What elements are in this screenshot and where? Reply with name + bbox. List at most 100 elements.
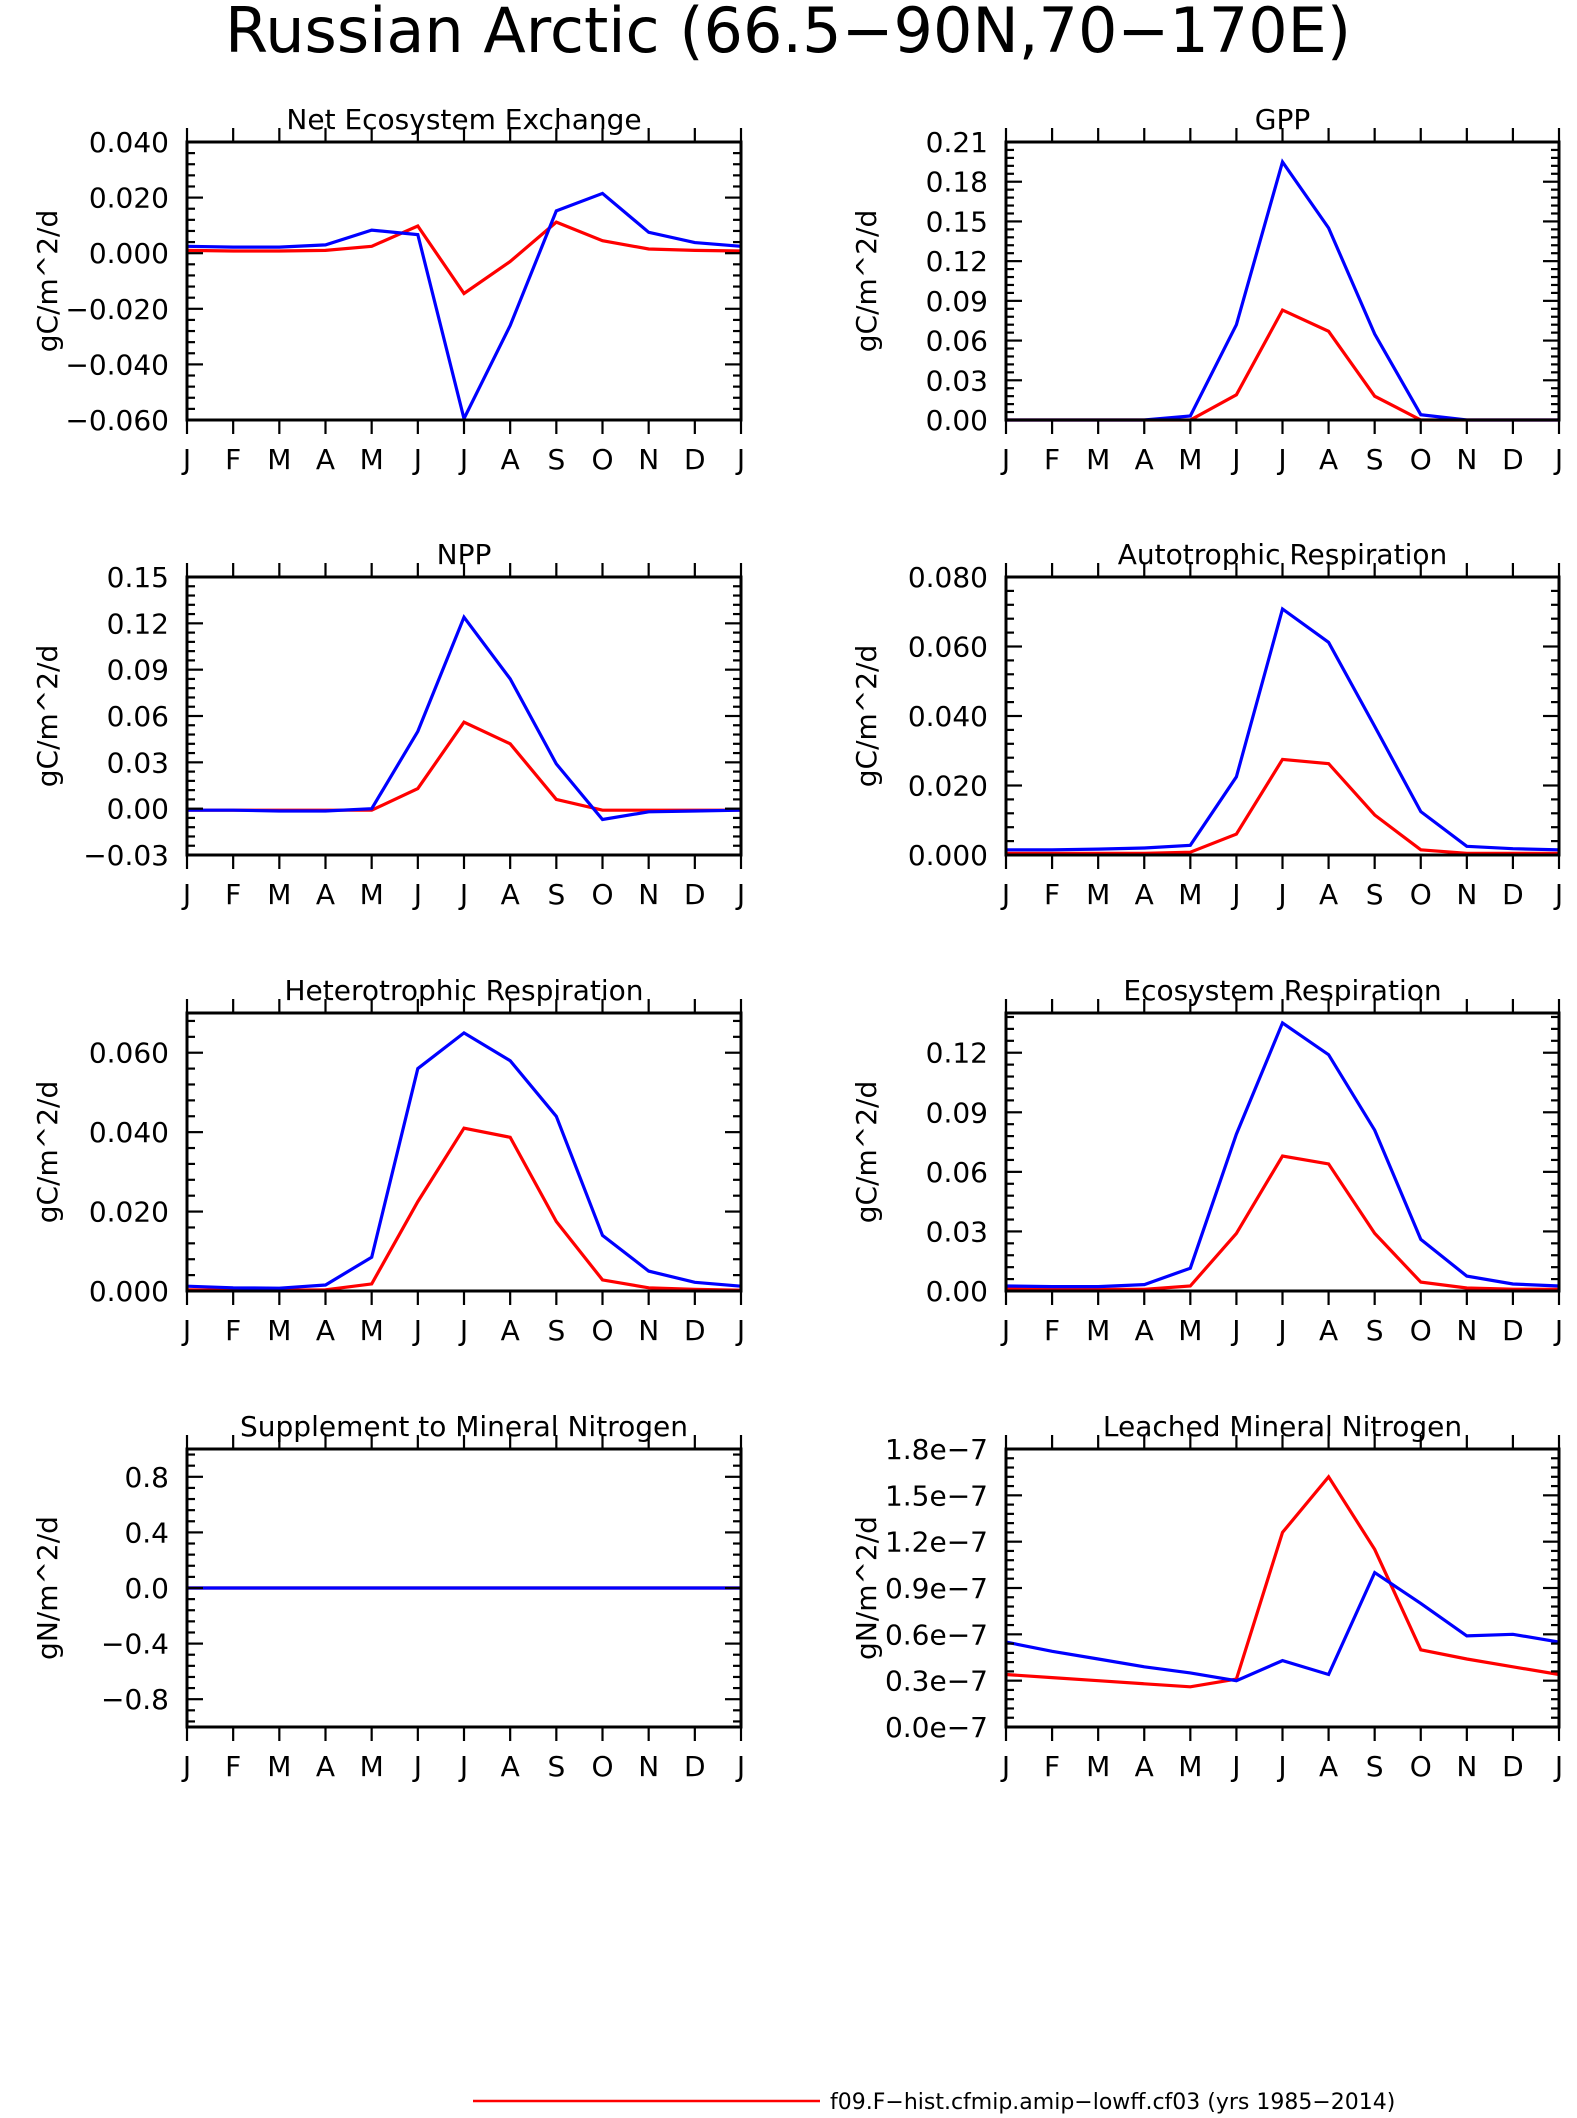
- series-line-blue: [1006, 606, 1560, 852]
- x-tick-label: S: [1366, 1750, 1384, 1783]
- x-tick-label: J: [1000, 878, 1010, 911]
- x-tick-label: J: [412, 1750, 422, 1783]
- x-tick-label: F: [225, 443, 241, 476]
- plot-frame: [185, 140, 743, 422]
- x-tick-label: J: [1000, 1314, 1010, 1347]
- x-tick-label: J: [1230, 443, 1240, 476]
- y-tick-label: 0.3e−7: [885, 1665, 988, 1698]
- x-tick-label: M: [1086, 878, 1110, 911]
- y-axis-label: gC/m^2/d: [31, 1081, 64, 1224]
- x-tick-label: D: [1502, 878, 1524, 911]
- legend-label: f09.F−hist.cfmip.amip−lowff.cf03 (yrs 19…: [830, 2090, 1395, 2115]
- x-tick-label: D: [1502, 1750, 1524, 1783]
- chart-panel: Net Ecosystem ExchangegC/m^2/d−0.060−0.0…: [31, 103, 745, 476]
- series-line-red: [1005, 1154, 1560, 1292]
- plot-frame: [1004, 575, 1561, 857]
- plot-frame: [1004, 140, 1561, 422]
- chart-panel: Autotrophic RespirationgC/m^2/d0.0000.02…: [850, 538, 1563, 911]
- x-tick-label: J: [1553, 1314, 1563, 1347]
- x-tick-label: F: [225, 1314, 241, 1347]
- x-tick-label: O: [1410, 878, 1432, 911]
- x-tick-label: N: [1456, 878, 1477, 911]
- x-tick-label: S: [1366, 443, 1384, 476]
- y-tick-label: 0.9e−7: [885, 1572, 988, 1605]
- x-tick-label: J: [181, 443, 191, 476]
- chart-panel: GPPgC/m^2/d0.000.030.060.090.120.150.180…: [850, 103, 1563, 476]
- x-tick-label: J: [1553, 878, 1563, 911]
- x-tick-label: J: [735, 1750, 745, 1783]
- x-tick-label: A: [501, 878, 520, 911]
- y-axis-label: gN/m^2/d: [31, 1516, 64, 1660]
- y-axis-label: gC/m^2/d: [850, 210, 883, 353]
- y-tick-label: 0.040: [89, 1116, 169, 1149]
- x-tick-label: J: [458, 1750, 468, 1783]
- x-tick-label: D: [684, 1750, 706, 1783]
- x-tick-label: O: [1410, 443, 1432, 476]
- x-tick-label: O: [1410, 1314, 1432, 1347]
- y-tick-label: 0.060: [89, 1037, 169, 1070]
- y-tick-label: 0.15: [926, 205, 988, 238]
- x-tick-label: M: [1086, 1750, 1110, 1783]
- x-tick-label: D: [1502, 443, 1524, 476]
- x-tick-label: J: [1230, 1314, 1240, 1347]
- x-tick-label: S: [1366, 1314, 1384, 1347]
- x-tick-label: A: [1319, 443, 1338, 476]
- x-tick-label: M: [360, 443, 384, 476]
- x-tick-label: D: [684, 878, 706, 911]
- x-tick-label: J: [1553, 443, 1563, 476]
- series-line-blue: [186, 1030, 742, 1290]
- y-tick-label: 0.03: [926, 364, 988, 397]
- x-tick-label: M: [1178, 878, 1202, 911]
- x-tick-label: S: [547, 878, 565, 911]
- y-tick-label: 0.020: [908, 770, 988, 803]
- x-tick-label: S: [547, 1314, 565, 1347]
- y-tick-label: 0.00: [926, 1275, 988, 1308]
- y-tick-label: 0.09: [926, 285, 988, 318]
- x-tick-label: F: [225, 1750, 241, 1783]
- plot-frame: [185, 1011, 743, 1293]
- y-tick-label: 0.21: [926, 126, 988, 159]
- y-tick-label: 0.0: [124, 1572, 169, 1605]
- x-tick-label: J: [181, 878, 191, 911]
- y-tick-label: 0.12: [926, 245, 988, 278]
- x-tick-label: O: [591, 443, 613, 476]
- x-tick-label: N: [638, 443, 659, 476]
- x-tick-label: F: [1044, 1750, 1060, 1783]
- x-tick-label: O: [591, 1750, 613, 1783]
- x-tick-label: J: [1230, 1750, 1240, 1783]
- plot-frame: [1004, 1447, 1561, 1729]
- x-tick-label: A: [316, 1314, 335, 1347]
- x-tick-label: J: [1000, 443, 1010, 476]
- y-axis-label: gC/m^2/d: [850, 645, 883, 788]
- y-tick-label: −0.040: [65, 348, 169, 381]
- x-tick-label: J: [1276, 1314, 1286, 1347]
- x-tick-label: A: [316, 1750, 335, 1783]
- series-line-red: [187, 720, 741, 812]
- x-tick-label: J: [412, 878, 422, 911]
- y-tick-label: 0.040: [89, 126, 169, 159]
- x-tick-label: J: [1230, 878, 1240, 911]
- x-tick-label: A: [1135, 878, 1154, 911]
- y-tick-label: 0.020: [89, 1196, 169, 1229]
- y-tick-label: 0.06: [926, 325, 988, 358]
- y-tick-label: 0.00: [926, 404, 988, 437]
- y-tick-label: 0.03: [107, 746, 169, 779]
- x-tick-label: J: [1553, 1750, 1563, 1783]
- y-tick-label: 0.18: [926, 166, 988, 199]
- x-tick-label: J: [735, 1314, 745, 1347]
- x-tick-label: M: [267, 443, 291, 476]
- y-tick-label: 0.060: [908, 631, 988, 664]
- y-axis-label: gC/m^2/d: [31, 210, 64, 353]
- y-tick-label: 1.2e−7: [885, 1526, 988, 1559]
- y-tick-label: 0.12: [107, 607, 169, 640]
- x-tick-label: A: [501, 1750, 520, 1783]
- y-tick-label: −0.020: [65, 293, 169, 326]
- chart-panel: Supplement to Mineral NitrogengN/m^2/d−0…: [31, 1410, 745, 1783]
- y-tick-label: 0.4: [124, 1516, 169, 1549]
- series-line-red: [1006, 308, 1559, 422]
- y-tick-label: 0.000: [89, 1275, 169, 1308]
- chart-panel: Heterotrophic RespirationgC/m^2/d0.0000.…: [31, 974, 745, 1347]
- x-tick-label: S: [1366, 878, 1384, 911]
- series-line-blue: [1005, 1570, 1560, 1683]
